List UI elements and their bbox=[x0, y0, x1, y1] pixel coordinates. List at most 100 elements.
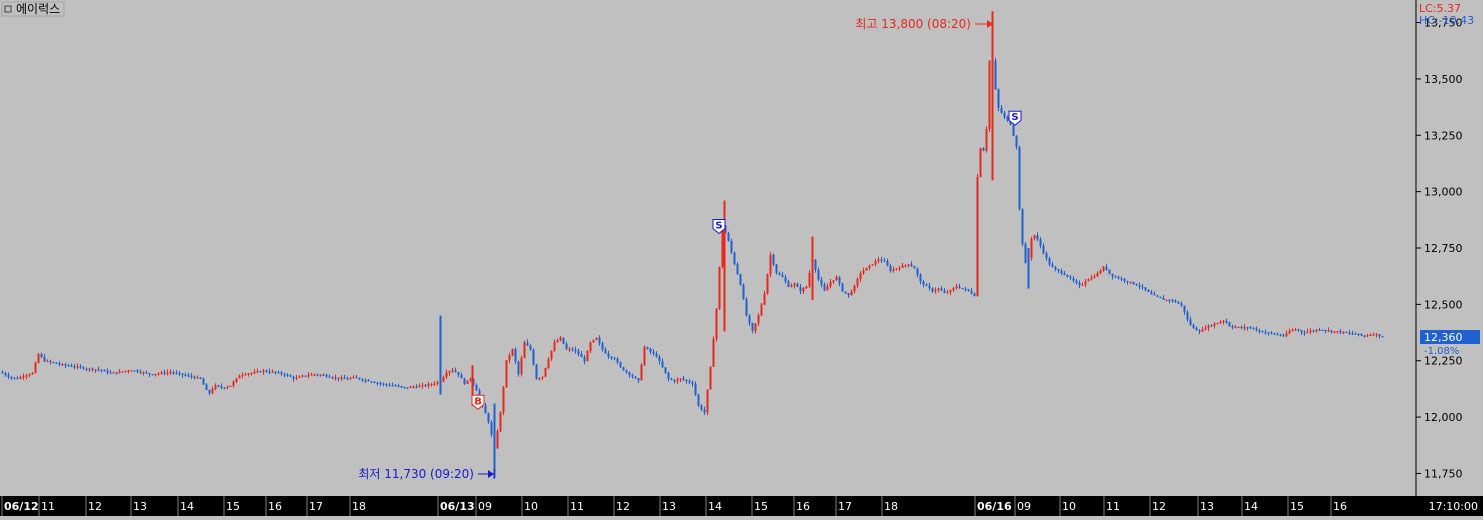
candle-body bbox=[172, 372, 175, 374]
candle-body bbox=[256, 371, 259, 373]
candle-body bbox=[412, 386, 415, 388]
y-tick-label: 13,500 bbox=[1424, 73, 1463, 86]
candle-body bbox=[313, 374, 316, 376]
candle-body bbox=[796, 283, 799, 287]
candle-body bbox=[271, 371, 274, 373]
candle-body bbox=[577, 351, 580, 355]
candle-body bbox=[1132, 281, 1135, 285]
candle-body bbox=[613, 358, 616, 360]
candle-body bbox=[529, 345, 532, 350]
candle-body bbox=[952, 288, 955, 291]
candle-body bbox=[862, 270, 865, 274]
candle-body bbox=[1168, 299, 1171, 301]
candle-body bbox=[871, 264, 874, 266]
time-readout: 17:10:00 bbox=[1429, 500, 1478, 513]
candle-body bbox=[1354, 333, 1357, 335]
candle-body bbox=[769, 254, 772, 275]
candle-body bbox=[73, 366, 76, 368]
candle-body bbox=[145, 372, 148, 374]
candle-body bbox=[856, 279, 859, 286]
candle-body bbox=[868, 265, 871, 268]
candle-body bbox=[436, 382, 439, 384]
candle-body bbox=[376, 382, 379, 384]
candle-body bbox=[1369, 334, 1372, 336]
candle-body bbox=[1084, 281, 1087, 285]
candle-body bbox=[664, 367, 667, 373]
candle-body bbox=[526, 342, 529, 346]
candle-body bbox=[394, 385, 397, 387]
candle-body bbox=[1204, 328, 1207, 330]
candle-body bbox=[187, 375, 190, 377]
candle-body bbox=[691, 382, 694, 384]
candle-body bbox=[859, 273, 862, 280]
candle-body bbox=[1378, 334, 1381, 337]
candle-body bbox=[442, 377, 445, 382]
candle-body bbox=[634, 376, 637, 379]
price-axis-ticks: 11,750 12,000 12,250 12,500 12,750 13,000 13,2… bbox=[1416, 17, 1463, 480]
candle-body bbox=[328, 376, 331, 378]
candle-body bbox=[469, 379, 472, 381]
square-icon[interactable] bbox=[4, 5, 12, 13]
candle-body bbox=[1276, 334, 1279, 336]
y-tick-label: 12,750 bbox=[1424, 242, 1463, 255]
candle-body bbox=[193, 376, 196, 379]
candle-body bbox=[541, 376, 544, 379]
candle-body bbox=[34, 362, 37, 373]
candle-body bbox=[358, 377, 361, 380]
y-tick-label: 12,250 bbox=[1424, 355, 1463, 368]
candle-body bbox=[673, 379, 676, 382]
candle-body bbox=[202, 378, 205, 385]
candle-body bbox=[1093, 276, 1096, 278]
candle-body bbox=[985, 128, 988, 151]
current-price-bg bbox=[1420, 330, 1480, 344]
candle-body bbox=[115, 372, 118, 374]
candle-body bbox=[1102, 266, 1105, 271]
time-label: 15 bbox=[754, 500, 768, 513]
candle-body bbox=[790, 285, 793, 287]
candle-body bbox=[1120, 278, 1123, 280]
candle-body bbox=[865, 267, 868, 271]
candle-body bbox=[1000, 108, 1003, 113]
candle-body bbox=[583, 357, 586, 362]
candle-body bbox=[370, 381, 373, 383]
candle-body bbox=[1366, 335, 1369, 337]
candle-body bbox=[916, 268, 919, 275]
candle-body bbox=[889, 265, 892, 272]
candle-body bbox=[658, 356, 661, 362]
candle-body bbox=[214, 385, 217, 389]
candle-body bbox=[1186, 312, 1189, 320]
candle-body bbox=[1252, 327, 1255, 329]
candle-body bbox=[175, 372, 178, 374]
candle-body bbox=[688, 380, 691, 383]
candle-body bbox=[1282, 335, 1285, 337]
time-label: 16 bbox=[796, 500, 810, 513]
candle-body bbox=[235, 378, 238, 382]
hc-label: HC:-10.43 bbox=[1419, 14, 1474, 27]
candle-body bbox=[994, 60, 997, 90]
candle-body bbox=[484, 405, 487, 414]
candle-body bbox=[238, 375, 241, 379]
candle-body bbox=[304, 375, 307, 377]
time-label: 10 bbox=[1062, 500, 1076, 513]
candle-body bbox=[307, 375, 310, 377]
time-label: 14 bbox=[708, 500, 722, 513]
time-label: 16 bbox=[268, 500, 282, 513]
candle-body bbox=[448, 371, 451, 373]
candle-body bbox=[1303, 332, 1306, 334]
candle-body bbox=[1153, 294, 1156, 296]
time-label: 12 bbox=[1152, 500, 1166, 513]
current-price: 12,360 bbox=[1424, 331, 1463, 344]
candle-body bbox=[43, 356, 46, 362]
candle-body bbox=[247, 373, 250, 375]
candle-body bbox=[460, 374, 463, 379]
candle-body bbox=[820, 279, 823, 285]
candle-body bbox=[142, 372, 145, 374]
candle-body bbox=[853, 285, 856, 292]
candle-body bbox=[424, 385, 427, 387]
candle-body bbox=[379, 382, 382, 385]
chart-title-box[interactable]: 에이럭스 bbox=[1, 1, 65, 17]
candle-body bbox=[157, 373, 160, 375]
